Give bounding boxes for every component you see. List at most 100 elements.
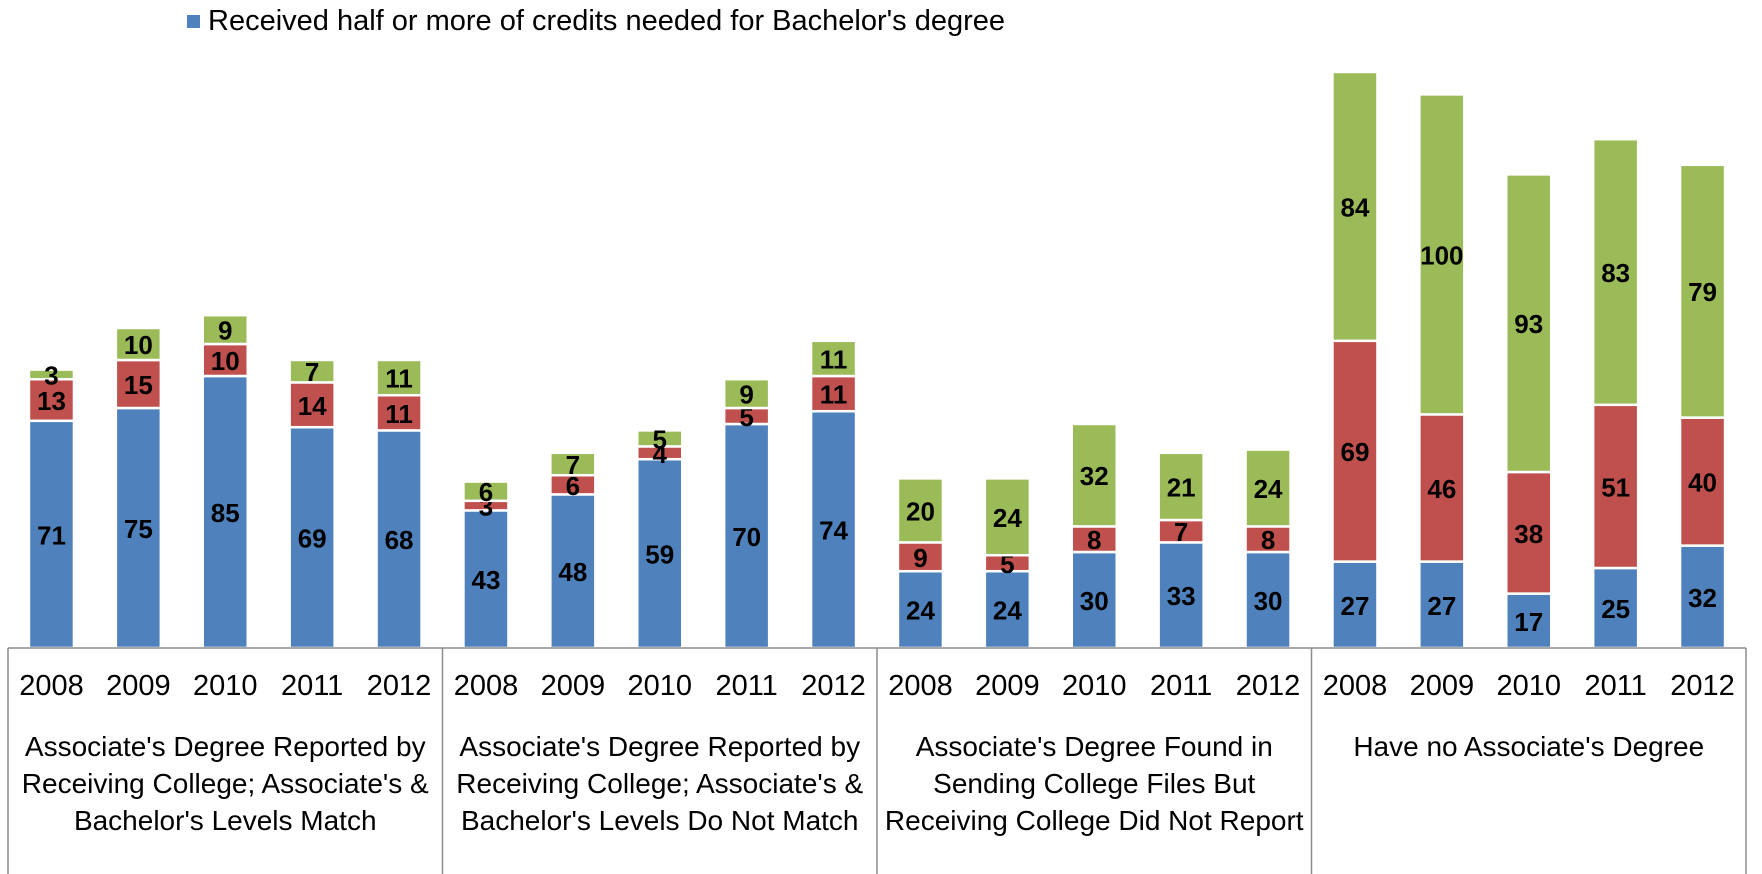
year-tick-label: 2010 (627, 670, 692, 702)
data-label: 9 (218, 316, 232, 346)
data-label: 30 (1254, 586, 1283, 616)
bar-segment (1678, 163, 1727, 419)
data-label: 5 (1000, 549, 1014, 579)
year-tick-label: 2010 (1496, 670, 1561, 702)
data-label: 79 (1688, 277, 1717, 307)
axis-layer: 2008 2009 2010 2011 2012 2008 2009 2010 2011 2012… (7, 647, 1747, 874)
year-tick-label: 2008 (19, 670, 84, 702)
year-tick-label: 2008 (1323, 670, 1388, 702)
bar-segment (201, 342, 249, 378)
bar-segment (1331, 70, 1379, 343)
bar-segment (1244, 525, 1292, 554)
bar-segment (896, 541, 945, 573)
data-label: 70 (732, 522, 761, 552)
data-label: 43 (471, 565, 500, 595)
bar-segment (1418, 93, 1466, 416)
legend: Received half or more of credits needed … (187, 4, 1005, 38)
data-label: 25 (1601, 594, 1630, 624)
legend-swatch (187, 14, 200, 28)
bar-segment (288, 381, 336, 429)
year-tick-label: 2009 (975, 670, 1040, 702)
data-label: 38 (1514, 519, 1543, 549)
data-label: 9 (913, 543, 927, 573)
bar-segment (1244, 448, 1292, 528)
data-label: 24 (1254, 474, 1283, 504)
data-label: 71 (37, 520, 66, 550)
bar-segment (983, 477, 1032, 557)
data-label: 10 (211, 346, 240, 376)
data-label: 17 (1514, 607, 1543, 637)
data-label: 59 (645, 540, 674, 570)
data-label: 8 (1087, 525, 1101, 555)
bar-segment (27, 419, 76, 650)
bar-segment (462, 480, 510, 503)
data-label: 5 (653, 424, 667, 454)
data-label: 24 (993, 503, 1022, 533)
bar-segment (722, 377, 771, 410)
bar-segment (201, 313, 249, 346)
bar-segment (809, 339, 858, 378)
group-label-2: Associate's Degree Reported by Receiving… (456, 731, 864, 836)
bar-segment (288, 358, 336, 384)
group-label-3: Associate's Degree Found in Sending Coll… (884, 731, 1304, 836)
data-label: 11 (820, 344, 848, 374)
bar-segment (1505, 470, 1553, 595)
data-label: 69 (298, 524, 327, 554)
bar-segment (1070, 550, 1118, 650)
data-label: 11 (385, 364, 413, 394)
year-tick-label: 2010 (193, 670, 258, 702)
data-label: 85 (211, 498, 240, 528)
data-label: 9 (739, 380, 753, 410)
bar-segment (201, 374, 249, 650)
bar-segment (114, 358, 163, 410)
year-tick-label: 2010 (1062, 670, 1127, 702)
data-label: 6 (479, 477, 493, 507)
data-label: 32 (1080, 461, 1109, 491)
data-label: 48 (558, 557, 587, 587)
bar-segment (375, 358, 423, 397)
bar-segment (896, 569, 945, 650)
data-label: 40 (1688, 468, 1717, 498)
bar-segment (1070, 422, 1118, 528)
data-label: 93 (1514, 309, 1543, 339)
data-label: 100 (1420, 240, 1463, 270)
bar-segment (1591, 137, 1640, 407)
bar-segment (375, 393, 423, 432)
data-label: 27 (1340, 591, 1369, 621)
group-label-1: Associate's Degree Reported by Receiving… (21, 731, 429, 836)
data-label: 7 (305, 357, 319, 387)
group-label-4: Have no Associate's Degree (1353, 731, 1705, 762)
data-label: 74 (819, 516, 848, 546)
data-label: 84 (1340, 192, 1369, 222)
data-label: 11 (385, 399, 413, 429)
bar-segment (1418, 413, 1466, 563)
data-label: 51 (1601, 472, 1630, 502)
data-label: 11 (820, 380, 848, 410)
bar-segment (636, 429, 684, 448)
data-label: 33 (1167, 581, 1196, 611)
data-label: 6 (566, 471, 580, 501)
legend-label: Received half or more of credits needed … (208, 4, 1006, 37)
bar-segment (1678, 416, 1727, 547)
data-label: 3 (44, 360, 58, 390)
data-label: 32 (1688, 583, 1717, 613)
year-tick-label: 2011 (715, 670, 777, 702)
bar-segment (1244, 550, 1292, 650)
year-tick-label: 2008 (888, 670, 953, 702)
data-label: 7 (1174, 517, 1188, 547)
year-tick-label: 2011 (1584, 670, 1646, 702)
year-tick-label: 2011 (281, 670, 343, 702)
data-label: 69 (1340, 437, 1369, 467)
year-tick-label: 2009 (106, 670, 171, 702)
bar-segment (1505, 173, 1553, 474)
data-label: 75 (124, 514, 153, 544)
year-tick-label: 2012 (1236, 670, 1301, 702)
data-label: 10 (124, 330, 153, 360)
data-label: 27 (1427, 591, 1456, 621)
data-label: 8 (1261, 525, 1275, 555)
data-label: 24 (993, 596, 1022, 626)
bars-layer: 7113375151085109691476811114336486759457… (27, 70, 1727, 650)
data-label: 14 (298, 391, 327, 421)
bar-segment (896, 477, 945, 544)
